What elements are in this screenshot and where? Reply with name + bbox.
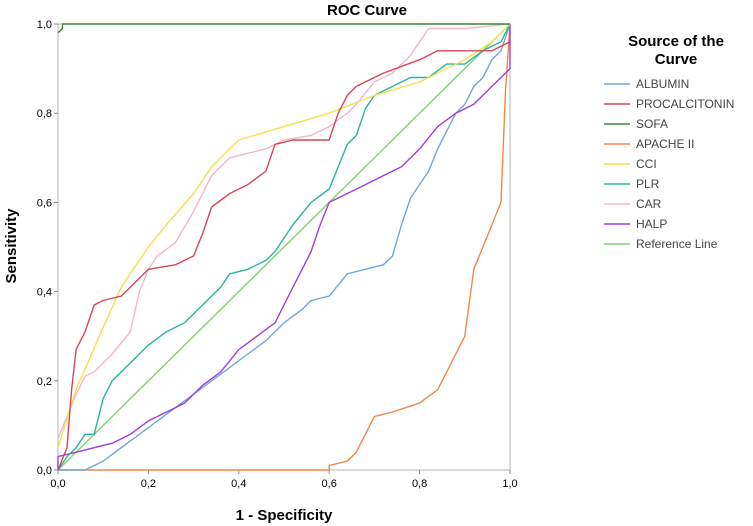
x-tick-label: 1,0: [502, 478, 517, 490]
series-line-apache-ii: [58, 23, 511, 471]
legend-label-reference-line: Reference Line: [636, 237, 718, 251]
legend-label-sofa: SOFA: [636, 117, 668, 131]
legend-label-albumin: ALBUMIN: [636, 77, 689, 91]
x-tick-label: 0,6: [322, 478, 337, 490]
y-tick-label: 0,4: [37, 287, 52, 299]
y-tick-label: 0,8: [37, 108, 52, 120]
x-tick-label: 0,0: [50, 478, 65, 490]
legend-label-plr: PLR: [636, 177, 660, 191]
x-axis-label: 1 - Specificity: [236, 507, 333, 524]
series-line-albumin: [58, 23, 511, 471]
y-axis-label: Sensitivity: [3, 208, 20, 284]
chart-title: ROC Curve: [327, 2, 407, 19]
series-line-procalcitonin: [57, 41, 511, 471]
legend-label-halp: HALP: [636, 217, 667, 231]
y-tick-label: 0,6: [37, 197, 52, 209]
series-line-halp: [57, 24, 511, 470]
legend-title-line-2: Curve: [655, 51, 698, 68]
legend-label-procalcitonin: PROCALCITONIN: [636, 97, 734, 111]
y-tick-label: 0,0: [37, 465, 52, 477]
series-line-plr: [57, 23, 511, 471]
x-tick-label: 0,2: [141, 478, 156, 490]
series-line-cci: [57, 23, 511, 448]
y-tick-label: 1,0: [37, 19, 52, 31]
legend-label-cci: CCI: [636, 157, 657, 171]
series-layer: [57, 23, 511, 471]
series-line-reference-line: [57, 23, 511, 471]
legend-title-line-1: Source of the: [628, 33, 724, 50]
legend-label-car: CAR: [636, 197, 662, 211]
x-tick-label: 0,4: [231, 478, 246, 490]
x-axis-ticks: 0,0 0,2 0,4 0,6 0,8 1,0: [50, 470, 518, 490]
y-tick-label: 0,2: [37, 376, 52, 388]
series-line-sofa: [57, 23, 510, 34]
x-tick-label: 0,8: [412, 478, 427, 490]
legend: ALBUMIN PROCALCITONIN SOFA APACHE II CCI PLR C…: [604, 77, 734, 251]
y-axis-ticks: 0,0 0,2 0,4 0,6 0,8 1,0: [37, 19, 58, 477]
series-line-car: [57, 23, 511, 440]
legend-label-apache-ii: APACHE II: [636, 137, 694, 151]
